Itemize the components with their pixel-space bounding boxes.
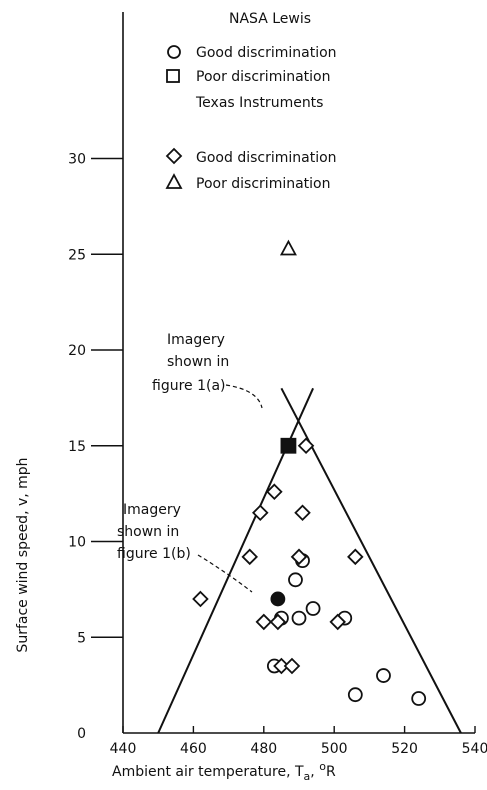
data-point-circle — [347, 687, 363, 703]
annotation-1b-line-2: shown in — [117, 524, 179, 540]
x-axis-title-separator: , — [310, 764, 319, 780]
data-point-diamond — [192, 590, 209, 608]
x-axis-title-subscript: a — [304, 770, 311, 783]
data-point-triangle — [279, 239, 297, 256]
y-tick-label: 30 — [68, 152, 86, 168]
legend-marker-circle — [167, 45, 181, 59]
annotation-1a-line-2: shown in — [167, 354, 229, 370]
legend-label-ti-good: Good discrimination — [196, 150, 337, 166]
data-point-square-filled — [280, 437, 297, 454]
data-point-circle — [305, 601, 321, 616]
data-point-circle — [288, 572, 303, 588]
x-axis-title-degree: o — [319, 760, 326, 773]
y-tick-label: 25 — [68, 247, 86, 263]
annotation-1a-line-3: figure 1(a) — [152, 378, 226, 394]
y-tick-label: 15 — [68, 439, 86, 455]
legend-label-nasa-good: Good discrimination — [196, 45, 337, 61]
data-point-diamond — [283, 657, 301, 675]
data-point-circle — [376, 668, 391, 683]
annotations: Imagery shown in figure 1(a) Imagery sho… — [117, 332, 229, 562]
data-point-circle-filled — [270, 591, 286, 607]
x-tick-label: 480 — [250, 741, 277, 757]
x-ticks: 440 460 480 500 520 540 — [110, 726, 487, 757]
data-point-diamond — [294, 504, 311, 522]
leader-line-1b — [197, 554, 253, 593]
data-points — [192, 239, 427, 706]
legend: NASA Lewis Good discrimination Poor disc… — [165, 11, 337, 192]
data-point-circle — [411, 691, 427, 706]
x-axis-title-main: Ambient air temperature, T — [112, 764, 304, 780]
data-point-diamond — [266, 483, 283, 500]
x-tick-label: 520 — [391, 741, 418, 757]
x-axis-title-unit: R — [326, 764, 336, 780]
x-axis-title: Ambient air temperature, Ta, oR — [112, 760, 336, 783]
legend-label-ti-poor: Poor discrimination — [196, 176, 331, 192]
y-ticks: 0 5 10 15 20 25 30 — [68, 152, 123, 742]
data-point-diamond — [347, 548, 364, 566]
y-tick-label: 20 — [68, 343, 86, 359]
x-tick-label: 440 — [110, 741, 137, 757]
y-tick-label: 0 — [77, 726, 86, 742]
x-tick-label: 460 — [180, 741, 207, 757]
legend-marker-triangle — [165, 173, 183, 189]
legend-marker-diamond — [165, 147, 183, 165]
x-tick-label: 500 — [321, 741, 348, 757]
data-point-diamond — [290, 548, 308, 566]
legend-title-nasa-lewis: NASA Lewis — [229, 11, 311, 27]
annotation-1a-line-1: Imagery — [167, 332, 225, 348]
y-tick-label: 5 — [77, 630, 86, 646]
y-tick-label: 10 — [68, 535, 86, 551]
y-axis-title: Surface wind speed, v, mph — [15, 457, 31, 652]
legend-title-texas-instruments: Texas Instruments — [195, 95, 323, 111]
data-point-diamond — [252, 504, 269, 522]
annotation-1b-line-3: figure 1(b) — [117, 546, 191, 562]
legend-label-nasa-poor: Poor discrimination — [196, 69, 331, 85]
data-point-diamond — [255, 613, 273, 631]
legend-marker-square — [166, 69, 180, 83]
x-tick-label: 540 — [462, 741, 487, 757]
axes — [122, 12, 475, 734]
data-point-diamond — [297, 437, 315, 455]
data-point-diamond — [241, 548, 258, 566]
data-point-circle — [291, 610, 307, 626]
data-point-diamond — [329, 613, 346, 631]
annotation-leaders — [197, 384, 263, 593]
data-point-diamond — [269, 613, 287, 631]
leader-line-1a — [225, 384, 263, 409]
annotation-1b-line-1: Imagery — [123, 502, 181, 518]
